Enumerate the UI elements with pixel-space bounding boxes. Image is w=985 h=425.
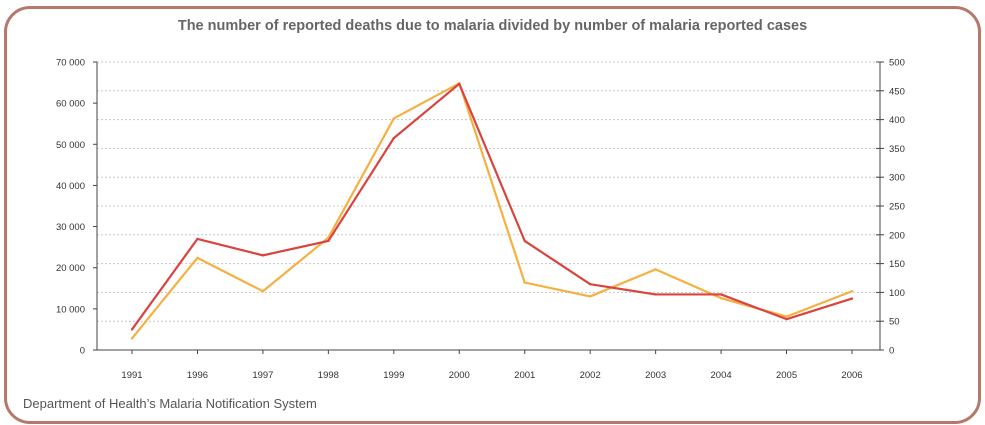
x-axis-tick-label: 1991 — [121, 370, 142, 381]
right-axis-tick-label: 200 — [889, 230, 905, 241]
right-axis-tick-label: 250 — [889, 202, 905, 213]
x-axis-tick-label: 1997 — [252, 370, 273, 381]
chart-frame — [4, 6, 981, 424]
x-axis-tick-label: 2003 — [645, 370, 666, 381]
right-axis-tick-label: 50 — [889, 317, 900, 328]
data-point — [130, 328, 134, 331]
right-axis-tick-label: 150 — [889, 259, 905, 270]
x-axis-tick-label: 2001 — [514, 370, 535, 381]
data-point — [719, 296, 723, 300]
right-axis-tick-label: 400 — [889, 115, 905, 126]
x-axis-tick-label: 2002 — [580, 370, 601, 381]
data-point — [785, 317, 788, 321]
series-line-left-axis — [131, 82, 853, 331]
data-point — [261, 254, 265, 257]
x-axis-tick-label: 1998 — [318, 370, 339, 381]
series-lines — [130, 82, 854, 340]
axes — [93, 61, 884, 354]
left-axis-tick-labels: 0 10 000 20 000 30 000 40 000 50 000 60 000 70 … — [56, 58, 85, 357]
left-axis-tick-label: 50 000 — [56, 140, 85, 151]
data-point — [588, 282, 592, 286]
left-axis-tick-label: 60 000 — [56, 99, 85, 110]
data-point — [261, 290, 265, 293]
data-point — [458, 82, 461, 86]
right-axis-tick-labels: 0 50 100 150 200 250 300 350 400 450 500 — [889, 58, 905, 357]
grid-lines — [97, 61, 880, 322]
left-axis-tick-label: 10 000 — [56, 304, 85, 315]
data-point — [130, 337, 134, 340]
data-point — [719, 293, 723, 296]
left-axis-tick-label: 0 — [80, 346, 85, 357]
data-point — [850, 297, 854, 300]
data-point — [196, 237, 199, 241]
data-point — [523, 281, 526, 284]
right-axis-tick-label: 300 — [889, 173, 905, 184]
x-axis-tick-label: 1999 — [383, 370, 404, 381]
data-point — [392, 117, 396, 120]
right-axis-tick-label: 350 — [889, 144, 905, 155]
left-axis-tick-label: 70 000 — [56, 58, 85, 69]
data-point — [392, 136, 396, 140]
x-axis-tick-label: 2006 — [841, 370, 862, 381]
series-line-right-axis — [131, 82, 853, 340]
right-axis-tick-label: 500 — [889, 58, 905, 69]
left-axis-tick-label: 40 000 — [56, 181, 85, 192]
source-note: Department of Health’s Malaria Notificat… — [23, 396, 317, 411]
data-point — [523, 239, 526, 243]
chart-title: The number of reported deaths due to mal… — [177, 18, 808, 34]
x-axis-tick-label: 2005 — [776, 370, 797, 381]
x-axis-tick-label: 2000 — [449, 370, 470, 381]
right-axis-tick-label: 0 — [889, 346, 894, 357]
right-axis-tick-label: 450 — [889, 86, 905, 97]
data-point — [785, 315, 788, 318]
data-point — [654, 268, 657, 271]
data-point — [850, 290, 854, 293]
data-point — [196, 256, 199, 260]
left-axis-tick-label: 30 000 — [56, 222, 85, 233]
right-axis-tick-label: 100 — [889, 288, 905, 299]
data-point — [327, 239, 330, 243]
data-point — [654, 293, 657, 296]
x-axis-tick-label: 1996 — [187, 370, 208, 381]
x-axis-tick-label: 2004 — [711, 370, 732, 381]
left-axis-tick-label: 20 000 — [56, 263, 85, 274]
x-axis-tick-labels: 1991 1996 1997 1998 1999 2000 2001 2002 2003 2004… — [121, 370, 862, 381]
data-point — [588, 295, 592, 298]
